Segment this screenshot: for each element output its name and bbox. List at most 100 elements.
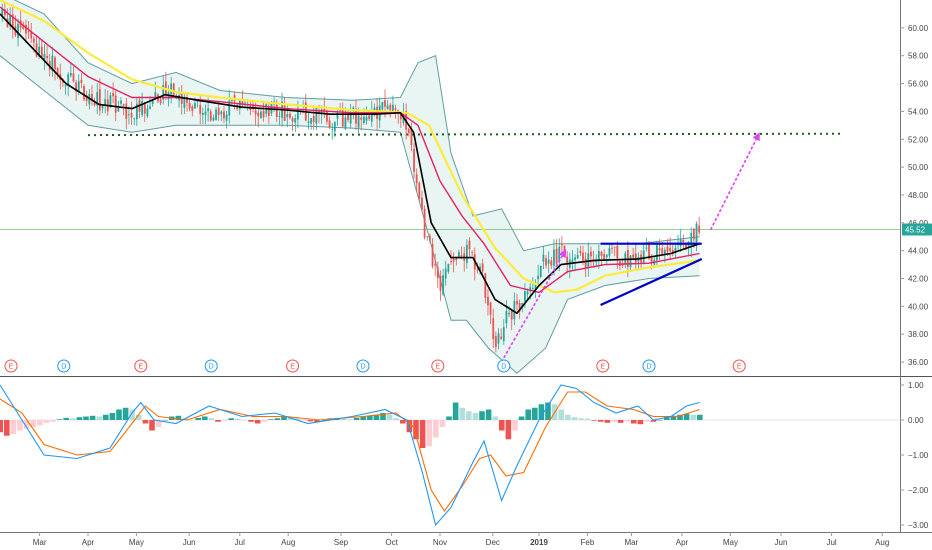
macd-histogram-bar <box>604 420 611 423</box>
candle-body <box>117 106 120 112</box>
candle-body <box>458 252 460 257</box>
candle-body <box>133 118 136 120</box>
time-axis-tick: Jul <box>235 538 245 547</box>
price-axis-tick: 54.00 <box>908 107 929 116</box>
candle-body <box>9 15 12 24</box>
earnings-marker <box>431 359 445 373</box>
macd-histogram-bar <box>43 420 50 423</box>
macd-histogram-bar <box>96 416 102 420</box>
bollinger-band-fill <box>0 0 700 374</box>
candle-body <box>349 112 352 124</box>
candle-body <box>394 108 397 110</box>
macd-histogram-bar <box>505 420 512 440</box>
candle-body <box>186 97 188 103</box>
macd-histogram-bar <box>624 420 630 422</box>
price-axis-tick: 44.00 <box>908 247 929 256</box>
candle-body <box>289 113 291 118</box>
event-marker-label: E <box>600 364 605 371</box>
time-axis-tick: Jun <box>775 538 788 547</box>
candle-body <box>278 116 281 118</box>
candle-body <box>690 232 693 247</box>
macd-histogram-bar <box>591 420 597 421</box>
macd-histogram-bar <box>142 420 149 424</box>
macd-histogram-bar <box>479 411 485 420</box>
candle-body <box>209 111 212 121</box>
macd-histogram-bar <box>281 416 287 420</box>
macd-histogram-bar <box>426 420 432 447</box>
candle-body <box>497 333 500 344</box>
macd-histogram-bar <box>4 420 10 436</box>
macd-histogram <box>0 402 703 448</box>
macd-histogram-bar <box>386 414 393 420</box>
macd-histogram-bar <box>472 413 479 420</box>
last-price-tag: 45.52 <box>905 225 926 234</box>
candle-body <box>500 336 503 339</box>
macd-histogram-bar <box>63 417 69 420</box>
macd-histogram-bar <box>400 420 406 424</box>
candle-body <box>502 327 505 342</box>
candle-body <box>196 101 199 103</box>
candle-body <box>40 46 43 58</box>
candle-body <box>666 246 669 252</box>
time-axis-tick: Mar <box>625 538 639 547</box>
event-marker-label: E <box>138 364 143 371</box>
candle-body <box>170 83 173 95</box>
candle-body <box>529 287 532 292</box>
candle-body <box>199 104 202 114</box>
candle-body <box>513 300 516 320</box>
candle-body <box>545 258 547 266</box>
candle-body <box>370 110 373 122</box>
macd-histogram-bar <box>571 417 578 420</box>
candle-body <box>64 85 67 87</box>
candle-body <box>120 100 122 104</box>
macd-histogram-bar <box>683 413 690 420</box>
candle-body <box>455 258 458 261</box>
candle-body <box>241 101 244 106</box>
macd-histogram-bar <box>353 417 360 420</box>
macd-axis-tick: 0.00 <box>908 416 924 425</box>
macd-histogram-bar <box>492 416 498 420</box>
projection-arrow <box>709 132 760 231</box>
candle-body <box>476 269 479 271</box>
price-axis-tick: 48.00 <box>908 191 929 200</box>
candle-body <box>310 118 312 124</box>
event-marker-label: E <box>435 364 440 371</box>
event-marker-label: E <box>290 364 295 371</box>
earnings-marker <box>134 359 148 373</box>
macd-histogram-bar <box>512 420 518 431</box>
macd-histogram-bar <box>413 420 419 440</box>
candle-body <box>465 244 468 263</box>
candle-body <box>648 244 650 259</box>
candle-body <box>399 112 402 120</box>
candle-body <box>423 208 426 238</box>
price-axis-tick: 38.00 <box>908 330 929 339</box>
candle-body <box>352 107 355 110</box>
macd-histogram-bar <box>261 420 267 422</box>
candle-body <box>550 260 553 266</box>
time-axis-tick: Jun <box>183 538 196 547</box>
candle-body <box>355 108 357 124</box>
candle-body <box>692 228 695 240</box>
candle-body <box>426 236 429 238</box>
candle-body <box>444 268 447 279</box>
candle-body <box>634 253 637 263</box>
macd-histogram-bar <box>320 420 327 421</box>
candle-body <box>492 318 495 340</box>
candle-body <box>560 243 563 246</box>
candle-body <box>656 245 658 261</box>
macd-histogram-bar <box>690 414 696 420</box>
macd-lines <box>0 384 700 527</box>
candle-body <box>632 254 635 258</box>
event-marker-label: D <box>360 364 365 371</box>
macd-histogram-bar <box>274 418 281 420</box>
candle-body <box>489 302 492 315</box>
candle-body <box>650 257 653 263</box>
event-marker-label: D <box>646 364 651 371</box>
candle-body <box>553 249 555 266</box>
candle-body <box>439 275 442 291</box>
macd-histogram-bar <box>215 420 221 422</box>
candle-body <box>442 275 444 295</box>
candle-body <box>487 296 489 306</box>
earnings-marker <box>596 359 610 373</box>
candle-body <box>518 302 521 312</box>
